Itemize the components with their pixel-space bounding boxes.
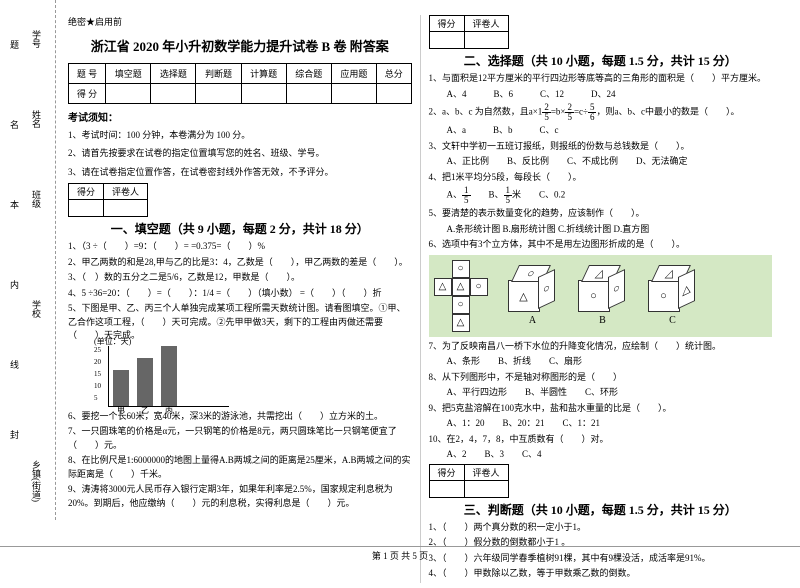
cube-c: ○ △ △ <box>648 265 698 315</box>
grader-table-3: 得分评卷人 <box>429 464 509 498</box>
q2-4: 4、把1米平均分5段，每段长（ ）。 <box>429 171 773 185</box>
q3-4: 4、（ ）甲数除以乙数，等于甲数乘乙数的倒数。 <box>429 567 773 581</box>
st-h4: 计算题 <box>241 64 286 84</box>
sb-label-0[interactable]: 学号 <box>30 30 43 48</box>
q1-9: 9、涛涛将3000元人民币存入银行定期3年，如果年利率是2.5%，国家规定利息税… <box>68 483 412 510</box>
binding-sidebar: 学号 题 姓名 名 班级 本 内 学校 线 封 乡镇(街道) <box>0 0 56 520</box>
notice-1: 1、考试时间：100 分钟，本卷满分为 100 分。 <box>68 128 412 142</box>
sb-mark-5: 封 <box>8 430 21 439</box>
bar-chart: (单位：天) 25 20 15 10 5 甲 乙 丙 <box>108 346 229 407</box>
q1-4: 4、5 ÷36=20：（ ）=（ ）：1/4 =（ ）（填小数） =（ ）（ ）… <box>68 287 412 301</box>
cube-diagram: ○ △△○ ○ △ △ ○ ○ A ○ △ ○ B <box>429 255 773 337</box>
sb-mark-3: 内 <box>8 280 21 289</box>
st-h2: 选择题 <box>151 64 196 84</box>
q2-3o: A、正比例 B、反比例 C、不成比例 D、无法确定 <box>429 155 773 169</box>
q2-10o: A、2 B、3 C、4 <box>429 448 773 462</box>
q2-2: 2、a、b、c 为自然数，且a×125=b×25=c÷56，则a、b、c中最小的… <box>429 103 773 122</box>
sb-label-4[interactable]: 乡镇(街道) <box>30 460 43 502</box>
cube-b: ○ △ ○ <box>578 265 628 315</box>
sec1-title: 一、填空题（共 9 小题，每题 2 分，共计 18 分） <box>68 220 412 237</box>
sec3-title: 三、判断题（共 10 小题，每题 1.5 分，共计 15 分） <box>429 501 773 518</box>
q2-1o: A、4 B、6 C、12 D、24 <box>429 88 773 102</box>
score-table: 题 号 填空题 选择题 判断题 计算题 综合题 应用题 总分 得 分 <box>68 63 412 104</box>
q1-2: 2、甲乙两数的和是28,甲与乙的比是3：4，乙数是（ ），甲乙两数的差是（ ）。 <box>68 256 412 270</box>
q2-5: 5、要清楚的表示数量变化的趋势，应该制作（ ）。 <box>429 207 773 221</box>
q2-7: 7、为了反映南昌八一桥下水位的升降变化情况，应绘制（ ）统计图。 <box>429 340 773 354</box>
sb-mark-1: 名 <box>8 120 21 129</box>
right-column: 得分评卷人 二、选择题（共 10 小题，每题 1.5 分，共计 15 分） 1、… <box>421 15 781 583</box>
cube-net: ○ △△○ ○ △ <box>434 260 488 332</box>
st-h6: 应用题 <box>331 64 376 84</box>
st-h0: 题 号 <box>69 64 106 84</box>
q1-7: 7、一只圆珠笔的价格是α元，一只钢笔的价格是8元，两只圆珠笔比一只钢笔便宜了（ … <box>68 425 412 452</box>
cube-a: △ ○ ○ <box>508 265 558 315</box>
page-content: 绝密★启用前 浙江省 2020 年小升初数学能力提升试卷 B 卷 附答案 题 号… <box>0 0 800 588</box>
st-h3: 判断题 <box>196 64 241 84</box>
q2-3: 3、文轩中学初一五班订报纸，则报纸的份数与总钱数是（ ）。 <box>429 140 773 154</box>
q2-7o: A、条形 B、折线 C、扇形 <box>429 355 773 369</box>
exam-title: 浙江省 2020 年小升初数学能力提升试卷 B 卷 附答案 <box>68 36 412 55</box>
grader-table-1: 得分评卷人 <box>68 183 148 217</box>
grader-table-2: 得分评卷人 <box>429 15 509 49</box>
bar-yi <box>137 358 153 406</box>
q2-9o: A、1：20 B、20：21 C、1：21 <box>429 417 773 431</box>
bar-jia <box>113 370 129 406</box>
st-h7: 总分 <box>376 64 411 84</box>
st-h5: 综合题 <box>286 64 331 84</box>
q1-1: 1、（3 ÷（ ）=9：（ ）= =0.375=（ ）% <box>68 240 412 254</box>
q1-8: 8、在比例尺是1:6000000的地图上量得A.B两城之间的距离是25厘米，A.… <box>68 454 412 481</box>
q2-5o: A.条形统计图 B.扇形统计图 C.折线统计图 D.直方图 <box>429 223 773 237</box>
secret-label: 绝密★启用前 <box>68 15 412 28</box>
sb-mark-2: 本 <box>8 200 21 209</box>
sb-label-3[interactable]: 学校 <box>30 300 43 318</box>
q2-9: 9、把5克盐溶解在100克水中，盐和盐水重量的比是（ ）。 <box>429 402 773 416</box>
left-column: 绝密★启用前 浙江省 2020 年小升初数学能力提升试卷 B 卷 附答案 题 号… <box>60 15 421 583</box>
q2-10: 10、在2，4，7，8，中互质数有（ ）对。 <box>429 433 773 447</box>
q2-8o: A、平行四边形 B、半圆性 C、环形 <box>429 386 773 400</box>
sb-label-1[interactable]: 姓名 <box>30 110 43 128</box>
notice-2: 2、请首先按要求在试卷的指定位置填写您的姓名、班级、学号。 <box>68 146 412 160</box>
st-h1: 填空题 <box>106 64 151 84</box>
q1-3: 3、（ ）数的五分之二是5/6，乙数是12，甲数是（ ）。 <box>68 271 412 285</box>
q2-1: 1、与面积是12平方厘米的平行四边形等底等高的三角形的面积是（ ）平方厘米。 <box>429 72 773 86</box>
q2-8: 8、从下列图形中，不是轴对称图形的是（ ） <box>429 371 773 385</box>
q2-4o: A、15 B、15米 C、0.2 <box>429 186 773 205</box>
bar-bing <box>161 346 177 406</box>
page-footer: 第 1 页 共 5 页 <box>0 546 800 562</box>
sec2-title: 二、选择题（共 10 小题，每题 1.5 分，共计 15 分） <box>429 52 773 69</box>
notice-3: 3、请在试卷指定位置作答，在试卷密封线外作答无效，不予评分。 <box>68 165 412 179</box>
notice-head: 考试须知： <box>68 109 412 124</box>
q2-2o: A、a B、b C、c <box>429 124 773 138</box>
q2-6: 6、选项中有3个立方体，其中不是用左边图形折成的是（ ）。 <box>429 238 773 252</box>
sb-label-2[interactable]: 班级 <box>30 190 43 208</box>
sb-mark-4: 线 <box>8 360 21 369</box>
sb-mark-0: 题 <box>8 40 21 49</box>
q3-1: 1、（ ）两个真分数的积一定小于1。 <box>429 521 773 535</box>
st-r2: 得 分 <box>69 84 106 104</box>
